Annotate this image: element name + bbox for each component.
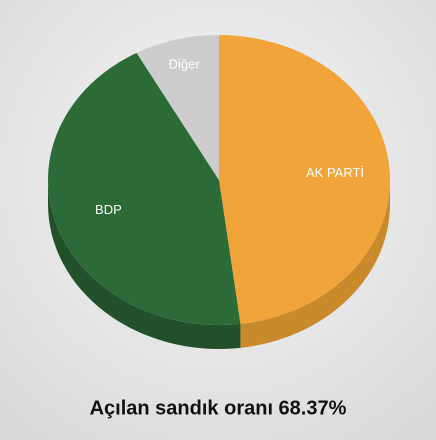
- slice: [136, 35, 219, 180]
- slice-label: Diğer: [169, 56, 201, 71]
- slice-side: [48, 180, 241, 349]
- pie: AK PARTİ BDP Diğer: [47, 35, 391, 349]
- slice-label: AK PARTİ: [306, 165, 364, 180]
- slice: [219, 35, 391, 324]
- slice: [47, 52, 241, 325]
- slice-side: [240, 180, 391, 348]
- chart-title: Açılan sandık oranı 68.37%: [90, 397, 347, 419]
- slice-label: BDP: [95, 202, 122, 217]
